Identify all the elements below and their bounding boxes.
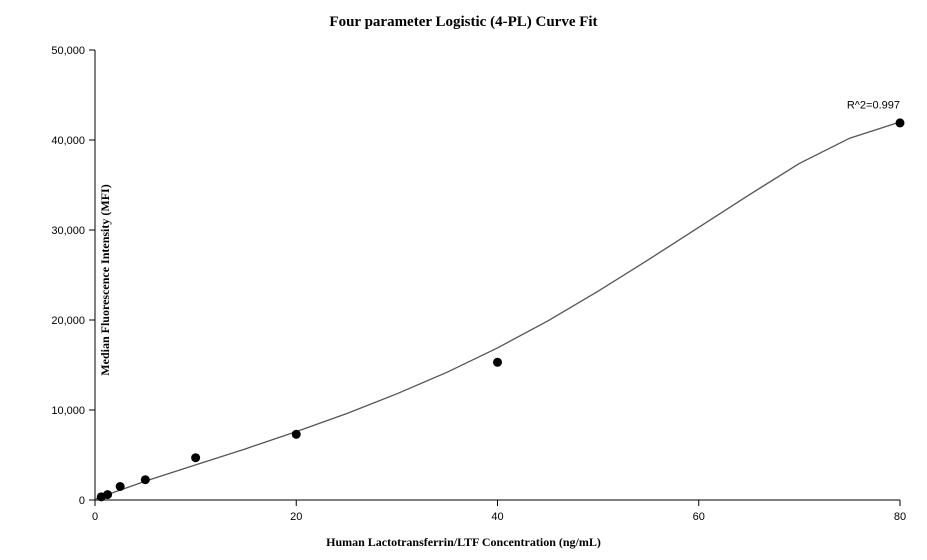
y-tick-label: 30,000 <box>51 225 85 237</box>
y-tick-label: 50,000 <box>51 45 85 57</box>
x-tick-label: 80 <box>894 511 906 523</box>
y-tick-label: 40,000 <box>51 135 85 147</box>
y-tick-label: 10,000 <box>51 405 85 417</box>
x-tick-label: 0 <box>92 511 98 523</box>
chart-container: Four parameter Logistic (4-PL) Curve Fit… <box>0 0 927 560</box>
data-point <box>493 358 502 367</box>
chart-svg: 0 10,000 20,000 30,000 40,000 50,000 0 20 40 60 80… <box>0 0 927 560</box>
y-tick-label: 20,000 <box>51 315 85 327</box>
r-squared-annotation: R^2=0.997 <box>847 100 900 112</box>
data-point <box>103 490 112 499</box>
fit-curve <box>95 122 900 499</box>
x-tick-label: 40 <box>491 511 503 523</box>
data-point <box>191 453 200 462</box>
y-tick-label: 0 <box>79 495 85 507</box>
data-point <box>896 118 905 127</box>
data-point <box>292 430 301 439</box>
x-tick-label: 60 <box>693 511 705 523</box>
data-point <box>116 482 125 491</box>
x-tick-label: 20 <box>290 511 302 523</box>
data-point <box>141 475 150 484</box>
